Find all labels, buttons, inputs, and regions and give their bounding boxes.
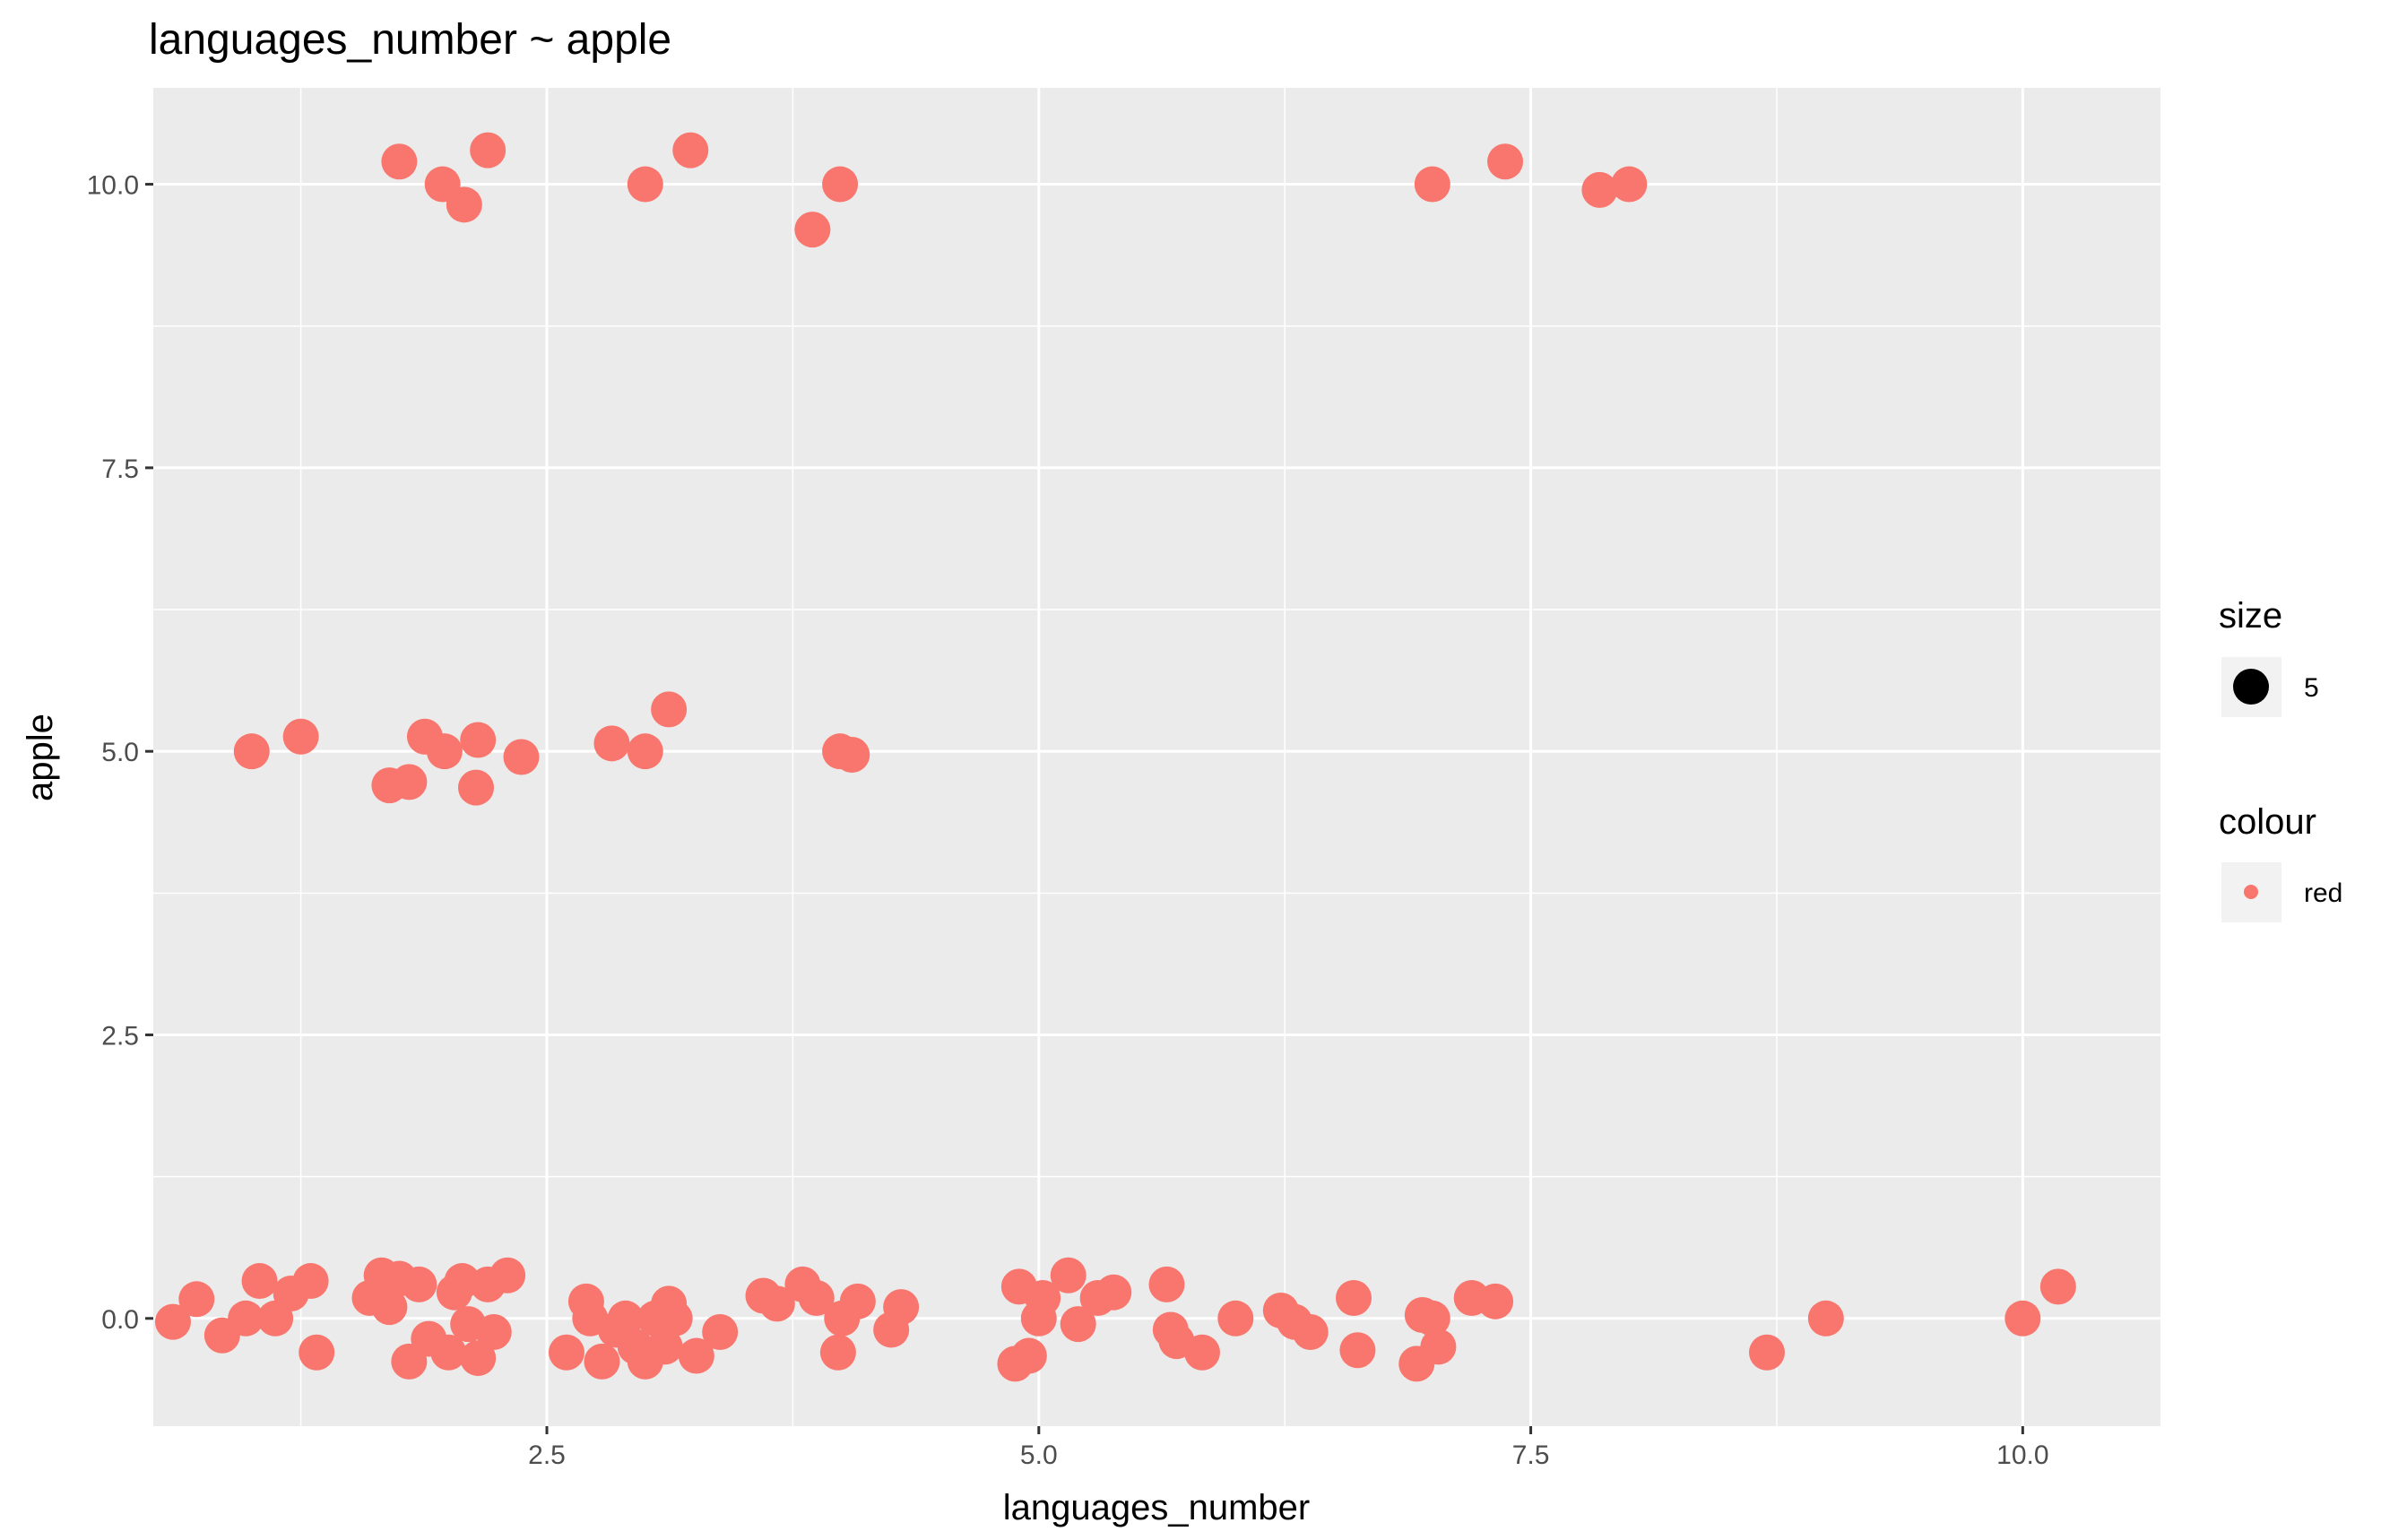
legend-colour-label: red bbox=[2304, 878, 2342, 908]
y-axis-title: apple bbox=[21, 714, 60, 801]
data-point bbox=[1414, 1300, 1450, 1337]
y-tick-label: 0.0 bbox=[101, 1305, 139, 1335]
data-point bbox=[2039, 1268, 2076, 1305]
data-point bbox=[426, 733, 463, 770]
y-axis-ticks: 0.0 2.5 5.0 7.5 10.0 bbox=[87, 171, 153, 1335]
data-point bbox=[503, 739, 540, 775]
data-point bbox=[460, 1340, 497, 1377]
data-point bbox=[548, 1334, 584, 1371]
data-point bbox=[627, 733, 663, 770]
data-point bbox=[883, 1289, 920, 1326]
legend-colour-symbol bbox=[2244, 885, 2258, 899]
data-point bbox=[646, 1328, 683, 1365]
data-point bbox=[1060, 1306, 1096, 1343]
data-point bbox=[154, 1303, 191, 1340]
data-point bbox=[1807, 1300, 1844, 1337]
data-point bbox=[798, 1280, 835, 1317]
data-point bbox=[470, 132, 507, 169]
data-point bbox=[228, 1300, 264, 1337]
data-point bbox=[401, 1266, 437, 1302]
data-point bbox=[1183, 1334, 1220, 1371]
data-point bbox=[1748, 1334, 1785, 1371]
data-point bbox=[282, 718, 319, 755]
data-point bbox=[241, 1263, 278, 1300]
data-point bbox=[292, 1263, 329, 1300]
y-tick-label: 7.5 bbox=[101, 454, 139, 484]
data-point bbox=[460, 722, 497, 758]
x-axis-title: languages_number bbox=[1003, 1488, 1310, 1527]
data-point bbox=[1477, 1283, 1514, 1319]
data-point bbox=[299, 1334, 335, 1371]
data-point bbox=[702, 1313, 739, 1350]
x-axis-ticks: 2.5 5.0 7.5 10.0 bbox=[528, 1426, 2049, 1470]
data-points bbox=[154, 132, 2076, 1382]
data-point bbox=[1050, 1257, 1087, 1293]
data-point bbox=[391, 764, 428, 800]
legend-size-symbol bbox=[2233, 669, 2269, 705]
x-tick-label: 5.0 bbox=[1020, 1441, 1058, 1470]
data-point bbox=[834, 736, 870, 773]
y-tick-label: 5.0 bbox=[101, 738, 139, 767]
x-tick-label: 10.0 bbox=[1996, 1441, 2048, 1470]
data-point bbox=[2004, 1300, 2041, 1337]
data-point bbox=[758, 1285, 795, 1322]
data-point bbox=[1025, 1280, 1061, 1317]
data-point bbox=[1148, 1266, 1185, 1302]
data-point bbox=[656, 1300, 693, 1337]
data-point bbox=[819, 1334, 856, 1371]
y-tick-label: 10.0 bbox=[87, 171, 139, 201]
data-point bbox=[1336, 1280, 1372, 1317]
x-tick-label: 7.5 bbox=[1512, 1441, 1550, 1470]
data-point bbox=[430, 1334, 467, 1371]
data-point bbox=[651, 691, 688, 728]
data-point bbox=[627, 166, 663, 203]
data-point bbox=[1339, 1332, 1376, 1369]
x-tick-label: 2.5 bbox=[528, 1441, 566, 1470]
data-point bbox=[233, 733, 270, 770]
legend-size-title: size bbox=[2219, 596, 2282, 636]
data-point bbox=[822, 166, 859, 203]
data-point bbox=[607, 1300, 644, 1337]
data-point bbox=[839, 1283, 876, 1319]
data-point bbox=[584, 1343, 620, 1380]
data-point bbox=[475, 1313, 512, 1350]
data-point bbox=[1487, 143, 1524, 180]
data-point bbox=[678, 1337, 714, 1374]
legend-colour-title: colour bbox=[2219, 802, 2316, 842]
data-point bbox=[1217, 1300, 1254, 1337]
data-point bbox=[1414, 166, 1450, 203]
chart-title: languages_number ~ apple bbox=[149, 16, 671, 64]
y-tick-label: 2.5 bbox=[101, 1021, 139, 1051]
data-point bbox=[1095, 1274, 1132, 1311]
data-point bbox=[381, 143, 418, 180]
data-point bbox=[1292, 1313, 1329, 1350]
data-point bbox=[446, 186, 482, 223]
plot-panel bbox=[153, 88, 2160, 1426]
data-point bbox=[593, 725, 630, 762]
data-point bbox=[1420, 1328, 1457, 1365]
minor-gridlines bbox=[153, 88, 2160, 1426]
data-point bbox=[1611, 166, 1648, 203]
data-point bbox=[457, 769, 494, 806]
legend-size-label: 5 bbox=[2304, 673, 2319, 703]
data-point bbox=[178, 1281, 215, 1318]
data-point bbox=[1010, 1337, 1047, 1374]
data-point bbox=[489, 1257, 526, 1293]
data-point bbox=[371, 1289, 408, 1326]
data-point bbox=[1581, 171, 1618, 208]
data-point bbox=[794, 212, 831, 248]
legend: size 5 colour red bbox=[2219, 596, 2342, 922]
data-point bbox=[672, 132, 709, 169]
